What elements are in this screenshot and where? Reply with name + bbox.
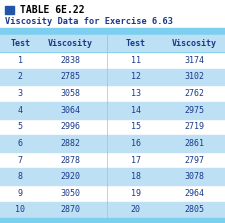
Text: Test: Test	[10, 39, 30, 48]
Text: 2878: 2878	[60, 156, 80, 165]
Bar	[4, 6, 13, 14]
Text: 16: 16	[130, 139, 140, 148]
Text: 2805: 2805	[184, 205, 203, 215]
Text: 12: 12	[130, 72, 140, 81]
Text: 2: 2	[18, 72, 23, 81]
Text: 2762: 2762	[184, 89, 203, 98]
Text: 3174: 3174	[184, 56, 203, 65]
Text: 3050: 3050	[60, 189, 80, 198]
Text: 2964: 2964	[184, 189, 203, 198]
Text: 2920: 2920	[60, 172, 80, 181]
Text: 2838: 2838	[60, 56, 80, 65]
Text: 20: 20	[130, 205, 140, 215]
Bar	[0, 135, 225, 152]
Bar	[0, 102, 225, 118]
Text: 5: 5	[18, 122, 23, 131]
Text: 2975: 2975	[184, 106, 203, 115]
Text: 2870: 2870	[60, 205, 80, 215]
Text: 7: 7	[18, 156, 23, 165]
Text: Viscosity: Viscosity	[47, 39, 92, 48]
Text: Test: Test	[125, 39, 145, 48]
Text: 19: 19	[130, 189, 140, 198]
Text: 13: 13	[130, 89, 140, 98]
Text: 3078: 3078	[184, 172, 203, 181]
Text: 14: 14	[130, 106, 140, 115]
Text: 10: 10	[15, 205, 25, 215]
Bar	[0, 168, 225, 185]
Text: 6: 6	[18, 139, 23, 148]
Bar	[0, 28, 225, 35]
Text: 8: 8	[18, 172, 23, 181]
Text: 1: 1	[18, 56, 23, 65]
Bar	[0, 202, 225, 218]
Text: 2861: 2861	[184, 139, 203, 148]
Text: Viscosity Data for Exercise 6.63: Viscosity Data for Exercise 6.63	[4, 17, 172, 26]
Text: 9: 9	[18, 189, 23, 198]
Text: 15: 15	[130, 122, 140, 131]
Text: 2882: 2882	[60, 139, 80, 148]
Text: TABLE 6E.22: TABLE 6E.22	[20, 5, 85, 15]
Text: 3102: 3102	[184, 72, 203, 81]
Text: 18: 18	[130, 172, 140, 181]
Text: Viscosity: Viscosity	[171, 39, 216, 48]
Text: 2719: 2719	[184, 122, 203, 131]
Text: 3: 3	[18, 89, 23, 98]
Bar	[0, 35, 225, 52]
Text: 2785: 2785	[60, 72, 80, 81]
Text: 11: 11	[130, 56, 140, 65]
Bar	[0, 69, 225, 85]
Text: 17: 17	[130, 156, 140, 165]
Text: 2996: 2996	[60, 122, 80, 131]
Text: 3058: 3058	[60, 89, 80, 98]
Text: 3064: 3064	[60, 106, 80, 115]
Bar	[0, 218, 225, 223]
Text: 4: 4	[18, 106, 23, 115]
Text: 2797: 2797	[184, 156, 203, 165]
